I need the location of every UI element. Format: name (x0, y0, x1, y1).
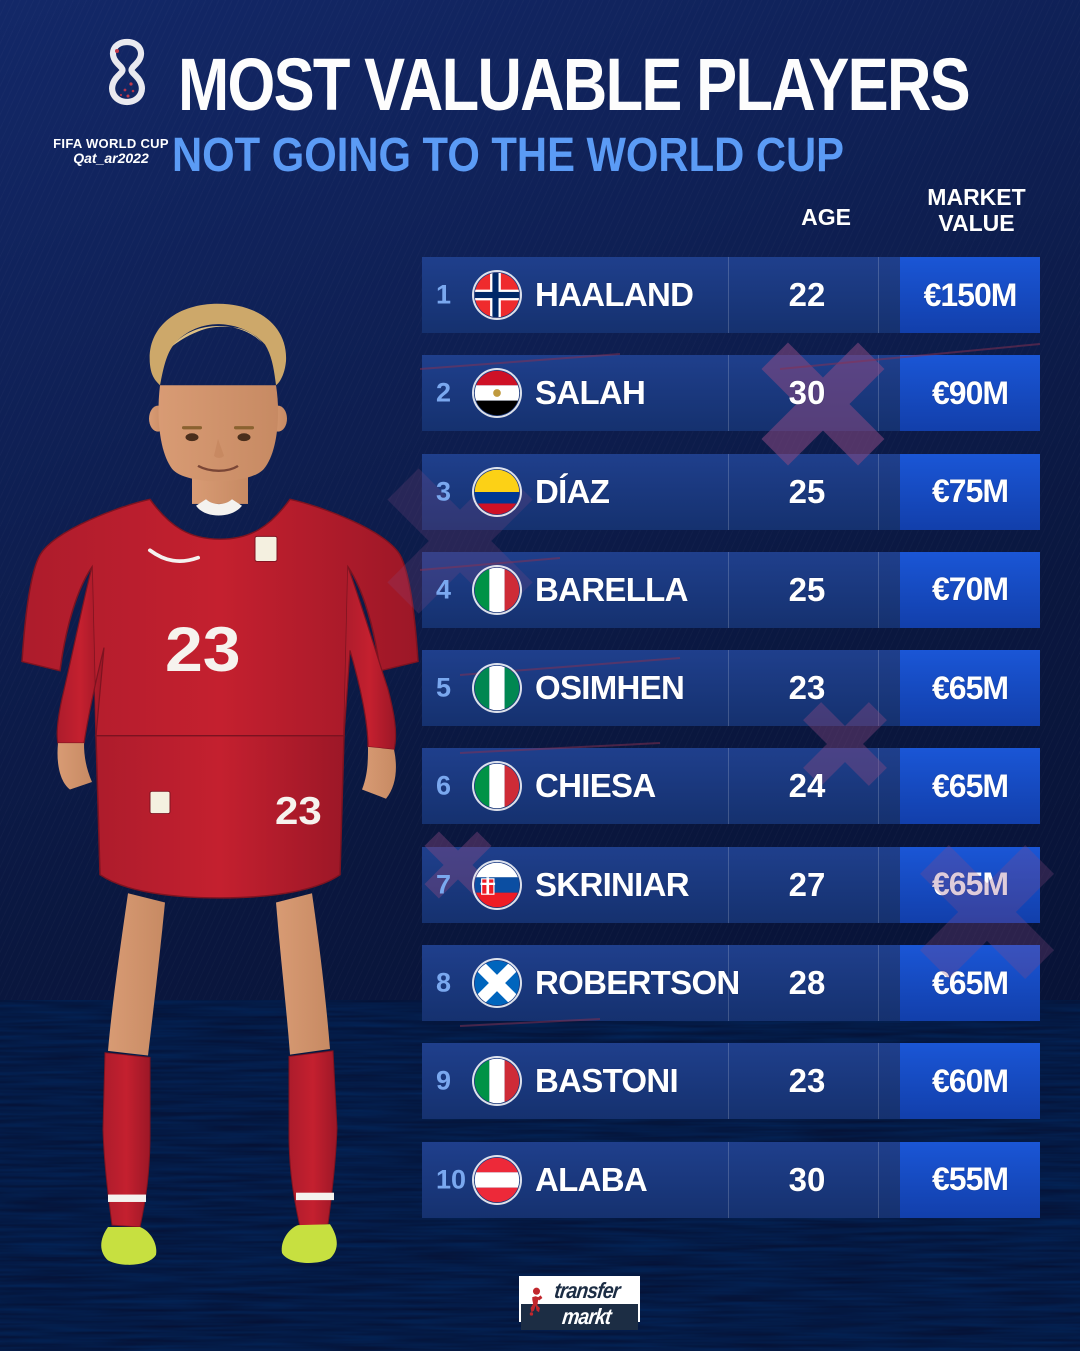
svg-text:23: 23 (275, 788, 322, 832)
svg-text:23: 23 (165, 614, 241, 684)
